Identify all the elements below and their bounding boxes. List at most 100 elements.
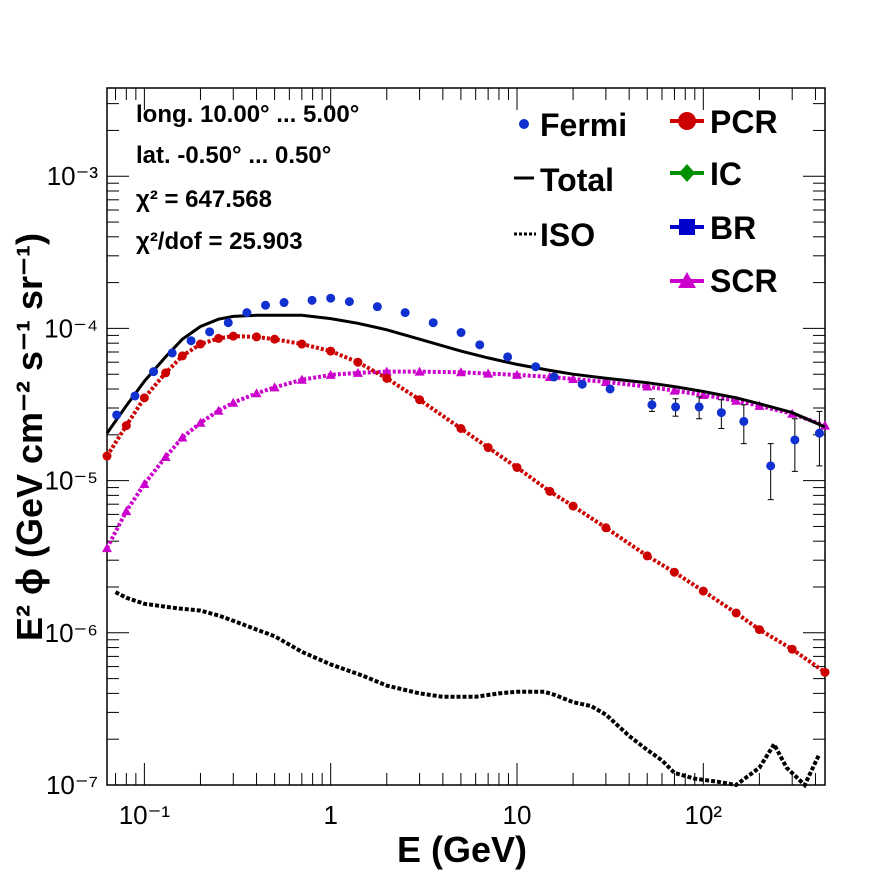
y-tick-label: 10⁻³ [47, 161, 99, 191]
pcr-marker [326, 346, 336, 356]
fermi-point [671, 402, 681, 412]
y-tick-label: 10⁻⁵ [45, 466, 98, 496]
fermi-point [531, 362, 541, 372]
scr-marker [568, 374, 579, 384]
legend-label-fermi: Fermi [540, 107, 627, 143]
y-axis-title: E² ϕ (GeV cm⁻² s⁻¹ sr⁻¹) [9, 233, 50, 641]
fermi-point [242, 308, 252, 318]
fermi-point [694, 402, 704, 412]
scr-marker [669, 385, 680, 395]
pcr-marker [601, 523, 611, 533]
pcr-marker [698, 586, 708, 596]
legend-entry-ic: IC [670, 156, 742, 192]
legend-entry-iso: ISO [514, 217, 595, 253]
fermi-point [814, 428, 824, 438]
fermi-point [503, 352, 513, 362]
pcr-marker [754, 625, 764, 635]
pcr-marker [787, 644, 797, 654]
legend-entry-br: BR [670, 210, 756, 246]
legend-label-scr: SCR [710, 263, 778, 299]
pcr-marker [297, 339, 307, 349]
legend-label-br: BR [710, 210, 756, 246]
pcr-marker [568, 501, 578, 511]
y-tick-label: 10⁻⁴ [44, 313, 98, 343]
pcr-marker [731, 608, 741, 618]
pcr-marker [161, 368, 171, 378]
series-line-iso [114, 590, 822, 789]
info-chi2: χ² = 647.568 [136, 186, 272, 213]
pcr-marker [102, 451, 112, 461]
info-latitude: lat. -0.50° ... 0.50° [136, 142, 331, 169]
scr-marker [483, 368, 494, 378]
fermi-point [307, 295, 317, 305]
scr-marker [139, 479, 150, 489]
scr-marker [352, 367, 363, 377]
pcr-marker [228, 331, 238, 341]
fermi-point [223, 318, 233, 328]
legend-label-total: Total [540, 162, 614, 198]
plot-frame [106, 87, 826, 786]
scr-marker [213, 405, 224, 415]
pcr-marker [214, 333, 224, 343]
fermi-point [716, 408, 726, 418]
scr-marker [296, 374, 307, 384]
scr-marker [511, 369, 522, 379]
fermi-point [647, 400, 657, 410]
scr-marker [195, 417, 206, 427]
scr-marker [251, 388, 262, 398]
fermi-point [167, 348, 177, 358]
legend-marker-pcr [678, 112, 696, 130]
fermi-point [186, 336, 196, 346]
fermi-point [112, 410, 122, 420]
series-layer [102, 293, 830, 789]
pcr-marker [642, 551, 652, 561]
scr-marker [642, 381, 653, 391]
legend-label-iso: ISO [540, 217, 595, 253]
scr-marker [325, 369, 336, 379]
x-tick-label: 1 [323, 800, 337, 830]
pcr-marker [252, 332, 262, 342]
legend-entry-pcr: PCR [670, 104, 778, 140]
fermi-point [205, 327, 215, 337]
series-line-total [105, 313, 826, 435]
info-longitude: long. 10.00° ... 5.00° [136, 101, 359, 128]
legend-label-pcr: PCR [710, 104, 778, 140]
legend-label-ic: IC [710, 156, 742, 192]
fermi-point [739, 416, 749, 426]
pcr-marker [820, 667, 830, 677]
pcr-marker [139, 393, 149, 403]
pcr-marker [353, 357, 363, 367]
fermi-point [400, 308, 410, 318]
fermi-point [261, 300, 271, 310]
scr-marker [600, 376, 611, 386]
fermi-point [456, 328, 466, 338]
x-axis-title: E (GeV) [397, 829, 527, 870]
legend-marker-br [679, 219, 695, 235]
scr-marker [160, 451, 171, 461]
scr-marker [121, 506, 132, 516]
fermi-point [766, 461, 776, 471]
scr-marker [731, 395, 742, 405]
x-tick-label: 10 [503, 800, 532, 830]
pcr-marker [545, 486, 555, 496]
pcr-marker [483, 443, 493, 453]
pcr-marker [195, 339, 205, 349]
scr-marker [455, 367, 466, 377]
info-chi2-dof: χ²/dof = 25.903 [136, 228, 303, 255]
scr-marker [228, 397, 239, 407]
pcr-marker [382, 373, 392, 383]
fermi-point [372, 302, 382, 312]
fermi-point [428, 318, 438, 328]
scr-marker [414, 366, 425, 376]
pcr-marker [456, 424, 466, 434]
fermi-point [326, 293, 336, 303]
info-box: long. 10.00° ... 5.00° lat. -0.50° ... 0… [136, 101, 359, 255]
legend-entry-fermi: Fermi [519, 107, 627, 143]
pcr-marker [415, 395, 425, 405]
legend-entry-total: Total [514, 162, 614, 198]
fermi-point [149, 367, 159, 377]
fermi-point [344, 297, 354, 307]
y-tick-label: 10⁻⁶ [45, 618, 98, 648]
legend-marker-ic [679, 164, 695, 182]
